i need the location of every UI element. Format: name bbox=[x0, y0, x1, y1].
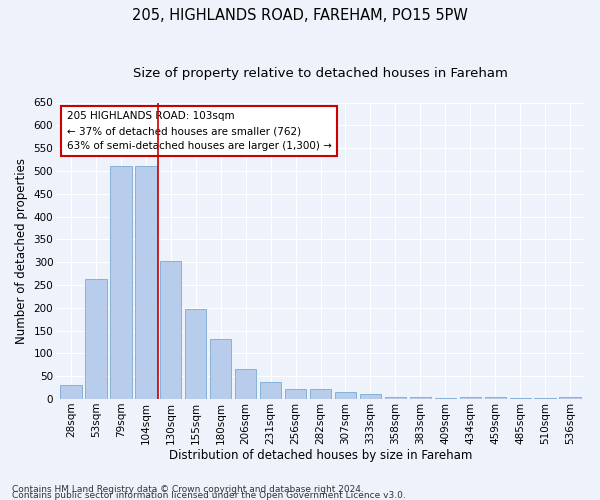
X-axis label: Distribution of detached houses by size in Fareham: Distribution of detached houses by size … bbox=[169, 450, 472, 462]
Bar bbox=[385, 397, 406, 399]
Bar bbox=[559, 397, 581, 399]
Bar bbox=[85, 279, 107, 399]
Title: Size of property relative to detached houses in Fareham: Size of property relative to detached ho… bbox=[133, 68, 508, 80]
Bar bbox=[535, 398, 556, 399]
Bar bbox=[160, 262, 181, 399]
Text: Contains public sector information licensed under the Open Government Licence v3: Contains public sector information licen… bbox=[12, 490, 406, 500]
Y-axis label: Number of detached properties: Number of detached properties bbox=[15, 158, 28, 344]
Bar bbox=[135, 166, 157, 399]
Bar bbox=[61, 386, 82, 399]
Bar bbox=[434, 398, 456, 399]
Bar bbox=[185, 309, 206, 399]
Text: 205, HIGHLANDS ROAD, FAREHAM, PO15 5PW: 205, HIGHLANDS ROAD, FAREHAM, PO15 5PW bbox=[132, 8, 468, 22]
Bar bbox=[460, 397, 481, 399]
Bar bbox=[410, 397, 431, 399]
Bar bbox=[285, 389, 306, 399]
Bar bbox=[335, 392, 356, 399]
Bar bbox=[310, 389, 331, 399]
Bar bbox=[360, 394, 381, 399]
Bar bbox=[509, 398, 531, 399]
Bar bbox=[485, 397, 506, 399]
Bar bbox=[260, 382, 281, 399]
Bar bbox=[110, 166, 131, 399]
Text: 205 HIGHLANDS ROAD: 103sqm
← 37% of detached houses are smaller (762)
63% of sem: 205 HIGHLANDS ROAD: 103sqm ← 37% of deta… bbox=[67, 112, 332, 151]
Text: Contains HM Land Registry data © Crown copyright and database right 2024.: Contains HM Land Registry data © Crown c… bbox=[12, 485, 364, 494]
Bar bbox=[210, 339, 232, 399]
Bar bbox=[235, 370, 256, 399]
